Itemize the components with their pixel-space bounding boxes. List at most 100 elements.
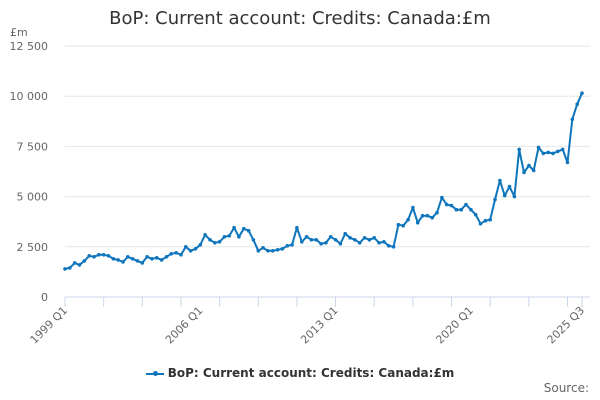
data-point[interactable] (222, 235, 227, 239)
data-point[interactable] (87, 254, 91, 258)
data-point[interactable] (232, 225, 236, 230)
data-point[interactable] (343, 231, 348, 236)
data-point[interactable] (179, 253, 183, 257)
data-point[interactable] (560, 147, 565, 152)
data-point[interactable] (546, 150, 550, 155)
data-point[interactable] (338, 242, 343, 246)
data-point[interactable] (459, 207, 464, 212)
data-point[interactable] (266, 249, 270, 253)
data-point[interactable] (111, 257, 116, 261)
data-point[interactable] (309, 238, 314, 242)
data-point[interactable] (295, 225, 299, 230)
data-point[interactable] (159, 258, 164, 262)
data-point[interactable] (435, 210, 439, 215)
data-point[interactable] (92, 254, 96, 259)
data-point[interactable] (150, 257, 154, 261)
data-point[interactable] (82, 259, 87, 263)
data-point[interactable] (198, 243, 203, 247)
data-point[interactable] (449, 203, 454, 208)
data-point[interactable] (164, 254, 169, 259)
data-point[interactable] (63, 267, 67, 271)
data-point[interactable] (237, 235, 241, 239)
data-point[interactable] (130, 257, 135, 261)
data-point[interactable] (478, 221, 483, 226)
data-point[interactable] (121, 260, 125, 264)
data-point[interactable] (275, 248, 280, 252)
data-point[interactable] (512, 194, 517, 199)
data-point[interactable] (300, 240, 304, 244)
data-point[interactable] (126, 254, 130, 259)
data-point[interactable] (271, 249, 275, 253)
data-point[interactable] (556, 149, 560, 154)
data-point[interactable] (145, 254, 149, 259)
data-point[interactable] (256, 249, 261, 253)
data-point[interactable] (140, 261, 145, 265)
data-point[interactable] (469, 207, 473, 212)
data-point[interactable] (261, 246, 265, 250)
data-point[interactable] (498, 178, 502, 183)
data-point[interactable] (227, 234, 232, 238)
data-point[interactable] (174, 251, 178, 255)
data-point[interactable] (193, 247, 198, 251)
data-point[interactable] (406, 217, 410, 222)
data-point[interactable] (444, 202, 449, 207)
data-point[interactable] (290, 243, 294, 247)
data-point[interactable] (97, 253, 101, 257)
data-point[interactable] (188, 249, 193, 253)
data-point[interactable] (319, 242, 323, 246)
data-point[interactable] (536, 145, 541, 150)
data-point[interactable] (213, 241, 217, 245)
data-point[interactable] (203, 233, 207, 237)
data-point[interactable] (217, 240, 222, 244)
data-point[interactable] (502, 193, 507, 198)
data-point[interactable] (251, 238, 256, 242)
data-point[interactable] (348, 236, 352, 240)
data-point[interactable] (324, 241, 328, 245)
data-point[interactable] (382, 240, 386, 244)
data-point[interactable] (246, 228, 251, 233)
data-point[interactable] (575, 102, 579, 106)
data-point[interactable] (430, 215, 435, 220)
data-point[interactable] (425, 213, 430, 218)
data-point[interactable] (464, 202, 468, 207)
data-point[interactable] (280, 247, 285, 251)
data-point[interactable] (580, 91, 584, 95)
data-point[interactable] (72, 261, 77, 265)
series-line[interactable] (64, 92, 583, 270)
data-point[interactable] (285, 244, 290, 248)
data-point[interactable] (396, 222, 401, 227)
data-point[interactable] (541, 151, 546, 156)
data-point[interactable] (401, 223, 406, 228)
data-point[interactable] (551, 151, 555, 156)
data-point[interactable] (391, 245, 396, 249)
data-point[interactable] (411, 205, 415, 210)
data-point[interactable] (362, 236, 367, 240)
data-point[interactable] (440, 195, 444, 200)
data-point[interactable] (565, 160, 570, 165)
data-point[interactable] (68, 266, 72, 270)
data-point[interactable] (507, 184, 512, 189)
data-point[interactable] (357, 241, 362, 245)
data-point[interactable] (333, 238, 338, 242)
data-point[interactable] (155, 255, 159, 260)
data-point[interactable] (353, 238, 357, 242)
data-point[interactable] (208, 238, 212, 242)
data-point[interactable] (488, 217, 493, 222)
data-point[interactable] (242, 226, 246, 231)
data-point[interactable] (135, 259, 140, 263)
data-point[interactable] (570, 117, 575, 122)
data-point[interactable] (454, 207, 459, 212)
data-point[interactable] (116, 258, 120, 262)
data-point[interactable] (367, 238, 372, 242)
data-point[interactable] (101, 253, 106, 257)
data-point[interactable] (522, 170, 526, 175)
data-point[interactable] (372, 236, 377, 240)
data-point[interactable] (493, 197, 497, 202)
data-point[interactable] (169, 252, 174, 256)
data-point[interactable] (106, 254, 111, 258)
data-point[interactable] (483, 218, 488, 223)
data-point[interactable] (531, 168, 536, 173)
data-point[interactable] (184, 245, 188, 249)
data-point[interactable] (328, 235, 333, 239)
data-point[interactable] (377, 241, 381, 245)
